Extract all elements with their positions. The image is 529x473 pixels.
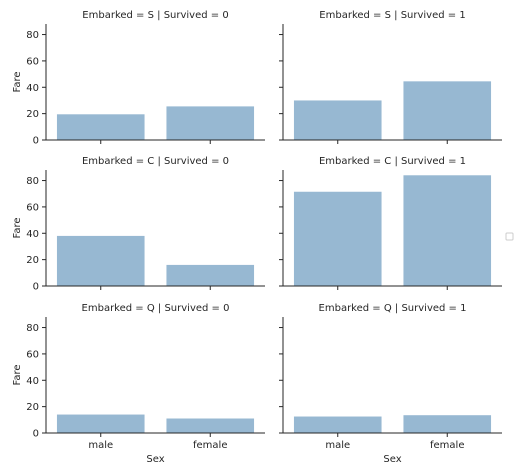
y-axis-label: Fare: [12, 217, 23, 238]
bar-male: [56, 235, 145, 286]
bar-male: [293, 416, 382, 433]
y-tick-label: 60: [26, 56, 39, 67]
bar-male: [56, 414, 145, 433]
facet-panel-2: Embarked = S | Survived = 1: [279, 10, 502, 144]
y-tick-label: 60: [26, 202, 39, 213]
y-tick-label: 80: [26, 176, 39, 187]
y-tick-label: 40: [26, 229, 39, 240]
facet-title: Embarked = Q | Survived = 0: [82, 303, 230, 314]
bar-male: [293, 100, 382, 140]
x-tick-label: female: [193, 440, 227, 451]
bar-female: [166, 418, 255, 433]
y-tick-label: 20: [26, 402, 39, 413]
y-tick-label: 60: [26, 349, 39, 360]
bar-female: [403, 175, 492, 286]
x-axis-label: Sex: [383, 454, 401, 465]
facet-panel-5: Embarked = Q | Survived = 0 0 20 40 60 80 male…: [12, 303, 265, 465]
y-axis-label: Fare: [12, 71, 23, 92]
bar-female: [403, 81, 492, 140]
y-tick-label: 0: [33, 136, 39, 147]
x-tick-label: male: [88, 440, 113, 451]
y-tick-label: 20: [26, 109, 39, 120]
y-tick-label: 40: [26, 376, 39, 387]
bar-male: [56, 114, 145, 140]
y-tick-label: 80: [26, 30, 39, 41]
facet-title: Embarked = C | Survived = 0: [82, 156, 229, 167]
facet-title: Embarked = Q | Survived = 1: [319, 303, 467, 314]
y-tick-label: 0: [33, 429, 39, 440]
bar-female: [166, 106, 255, 140]
facet-title: Embarked = C | Survived = 1: [319, 156, 466, 167]
y-tick-label: 40: [26, 83, 39, 94]
facet-title: Embarked = S | Survived = 0: [82, 10, 228, 21]
y-tick-label: 0: [33, 282, 39, 293]
facet-panel-3: Embarked = C | Survived = 0 0 20 40 60 80 Fare: [12, 156, 265, 293]
empty-legend-box: [505, 232, 514, 241]
bar-male: [293, 191, 382, 286]
y-tick-label: 80: [26, 323, 39, 334]
bar-female: [166, 264, 255, 286]
y-axis-label: Fare: [12, 364, 23, 385]
x-axis-label: Sex: [146, 454, 164, 465]
facet-panel-6: Embarked = Q | Survived = 1 male female Sex: [279, 303, 502, 465]
x-tick-label: female: [430, 440, 464, 451]
facet-panel-1: Embarked = S | Survived = 0 0 20 40 60 80 Fare: [12, 10, 265, 147]
x-tick-label: male: [325, 440, 350, 451]
y-tick-label: 20: [26, 255, 39, 266]
facet-title: Embarked = S | Survived = 1: [319, 10, 465, 21]
facet-panel-4: Embarked = C | Survived = 1: [279, 156, 502, 290]
bar-female: [403, 415, 492, 433]
